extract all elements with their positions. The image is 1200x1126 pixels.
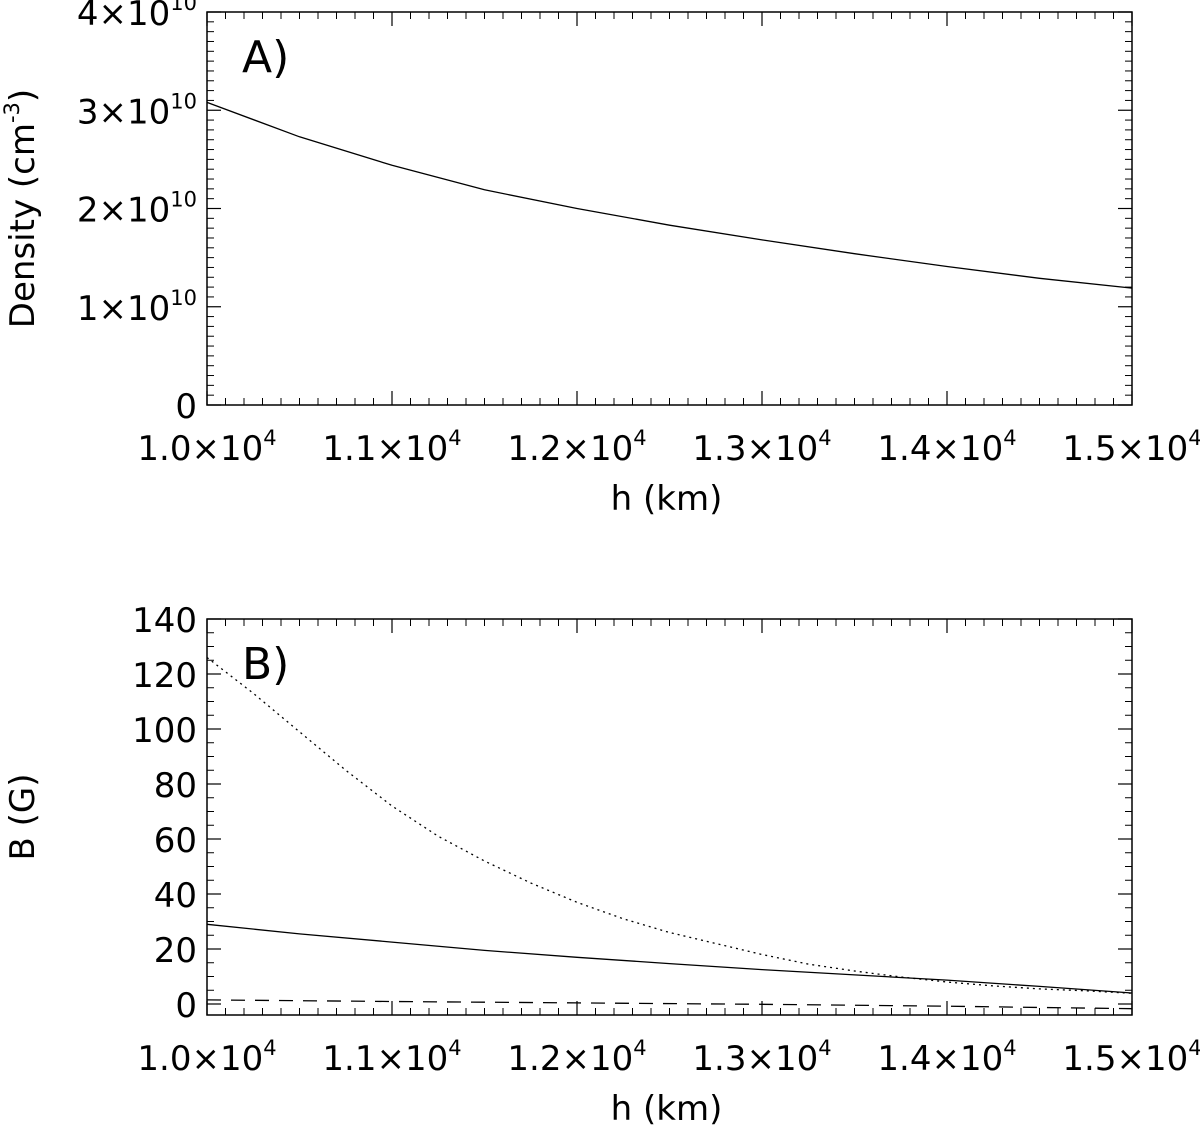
x-tick-label: 1.0×104 (137, 1036, 276, 1079)
panel-label: A) (242, 32, 289, 83)
x-tick-label-mantissa: 1.3×10 (692, 1039, 818, 1079)
x-tick-label-mantissa: 1.0×10 (137, 1039, 263, 1079)
x-tick-label-mantissa: 1.2×10 (507, 429, 633, 469)
y-tick-label-mantissa: 140 (132, 601, 197, 641)
y-tick-label-exponent: 10 (170, 0, 197, 15)
y-tick-label-mantissa: 100 (132, 711, 197, 751)
y-tick-label-mantissa: 20 (154, 931, 197, 971)
panel-label: B) (242, 639, 289, 690)
x-tick-label: 1.3×104 (692, 1036, 831, 1079)
y-tick-label-exponent: 10 (170, 286, 197, 310)
x-tick-label: 1.5×104 (1062, 426, 1200, 469)
y-tick-label-mantissa: 1×10 (77, 289, 170, 329)
y-tick-label-mantissa: 3×10 (77, 92, 170, 132)
y-tick-label: 80 (154, 766, 197, 806)
y-tick-label-mantissa: 0 (175, 986, 197, 1026)
x-axis-label: h (km) (611, 479, 723, 519)
y-tick-label: 1×1010 (77, 286, 197, 329)
x-tick-label-exponent: 4 (263, 1036, 276, 1060)
x-tick-label: 1.5×104 (1062, 1036, 1200, 1079)
y-tick-label-mantissa: 4×10 (77, 0, 170, 34)
y-tick-label-mantissa: 120 (132, 656, 197, 696)
x-tick-label-exponent: 4 (263, 426, 276, 450)
y-tick-label: 4×1010 (77, 0, 197, 34)
y-tick-label-mantissa: 80 (154, 766, 197, 806)
y-axis-label: Density (cm-3) (0, 89, 43, 328)
y-tick-label: 140 (132, 601, 197, 641)
y-tick-label: 0 (175, 387, 197, 427)
y-tick-label: 40 (154, 876, 197, 916)
x-tick-label-exponent: 4 (448, 426, 461, 450)
x-tick-label: 1.2×104 (507, 1036, 646, 1079)
y-tick-label-mantissa: 2×10 (77, 191, 170, 231)
series-line-dashed (206, 999, 1133, 1010)
y-tick-label: 100 (132, 711, 197, 751)
x-tick-label-mantissa: 1.5×10 (1062, 1039, 1188, 1079)
x-tick-label-exponent: 4 (633, 1036, 646, 1060)
x-tick-label-exponent: 4 (1003, 426, 1016, 450)
x-tick-label-exponent: 4 (633, 426, 646, 450)
x-tick-label-mantissa: 1.3×10 (692, 429, 818, 469)
x-tick-label-mantissa: 1.5×10 (1062, 429, 1188, 469)
y-tick-label-mantissa: 60 (154, 821, 197, 861)
x-tick-label-mantissa: 1.4×10 (877, 429, 1003, 469)
series-line-dotted (206, 656, 1133, 994)
y-axis-label-text: Density (cm (3, 123, 43, 328)
y-tick-label: 0 (175, 986, 197, 1026)
y-tick-label: 20 (154, 931, 197, 971)
y-tick-label-mantissa: 0 (175, 387, 197, 427)
y-axis-label: B (G) (3, 773, 43, 860)
y-tick-label: 2×1010 (77, 188, 197, 231)
y-tick-label-mantissa: 40 (154, 876, 197, 916)
x-tick-label-exponent: 4 (1188, 426, 1200, 450)
x-tick-label: 1.4×104 (877, 1036, 1016, 1079)
x-tick-label: 1.1×104 (322, 1036, 461, 1079)
y-tick-label: 3×1010 (77, 89, 197, 132)
y-axis-label-close: ) (3, 89, 43, 102)
x-tick-label: 1.0×104 (137, 426, 276, 469)
x-tick-label: 1.2×104 (507, 426, 646, 469)
x-tick-label-exponent: 4 (1003, 1036, 1016, 1060)
magnetic-field-panel: 1.0×104 1.1×104 1.2×104 1.3×104 1.4×104 1.5×1… (3, 601, 1200, 1126)
series-line-solid (206, 101, 1133, 289)
x-tick-label-mantissa: 1.1×10 (322, 429, 448, 469)
x-tick-label: 1.1×104 (322, 426, 461, 469)
x-tick-label-mantissa: 1.2×10 (507, 1039, 633, 1079)
plot-frame (206, 618, 1133, 1016)
x-tick-label-exponent: 4 (818, 1036, 831, 1060)
y-tick-label-exponent: 10 (170, 188, 197, 212)
x-tick-label-mantissa: 1.4×10 (877, 1039, 1003, 1079)
y-axis-label-text: B (G) (3, 773, 43, 860)
y-axis-label-exponent: -3 (0, 102, 24, 123)
y-tick-label-exponent: 10 (170, 89, 197, 113)
y-tick-label: 120 (132, 656, 197, 696)
x-tick-label-exponent: 4 (1188, 1036, 1200, 1060)
plot-frame (206, 11, 1133, 406)
density-panel: 1.0×104 1.1×104 1.2×104 1.3×104 1.4×104 1.5×1… (0, 0, 1200, 519)
x-tick-label: 1.3×104 (692, 426, 831, 469)
x-tick-label-exponent: 4 (818, 426, 831, 450)
x-tick-label-exponent: 4 (448, 1036, 461, 1060)
x-axis-label: h (km) (611, 1089, 723, 1126)
x-tick-label-mantissa: 1.1×10 (322, 1039, 448, 1079)
x-tick-label: 1.4×104 (877, 426, 1016, 469)
series-line-solid (206, 923, 1133, 994)
y-tick-label: 60 (154, 821, 197, 861)
x-tick-label-mantissa: 1.0×10 (137, 429, 263, 469)
